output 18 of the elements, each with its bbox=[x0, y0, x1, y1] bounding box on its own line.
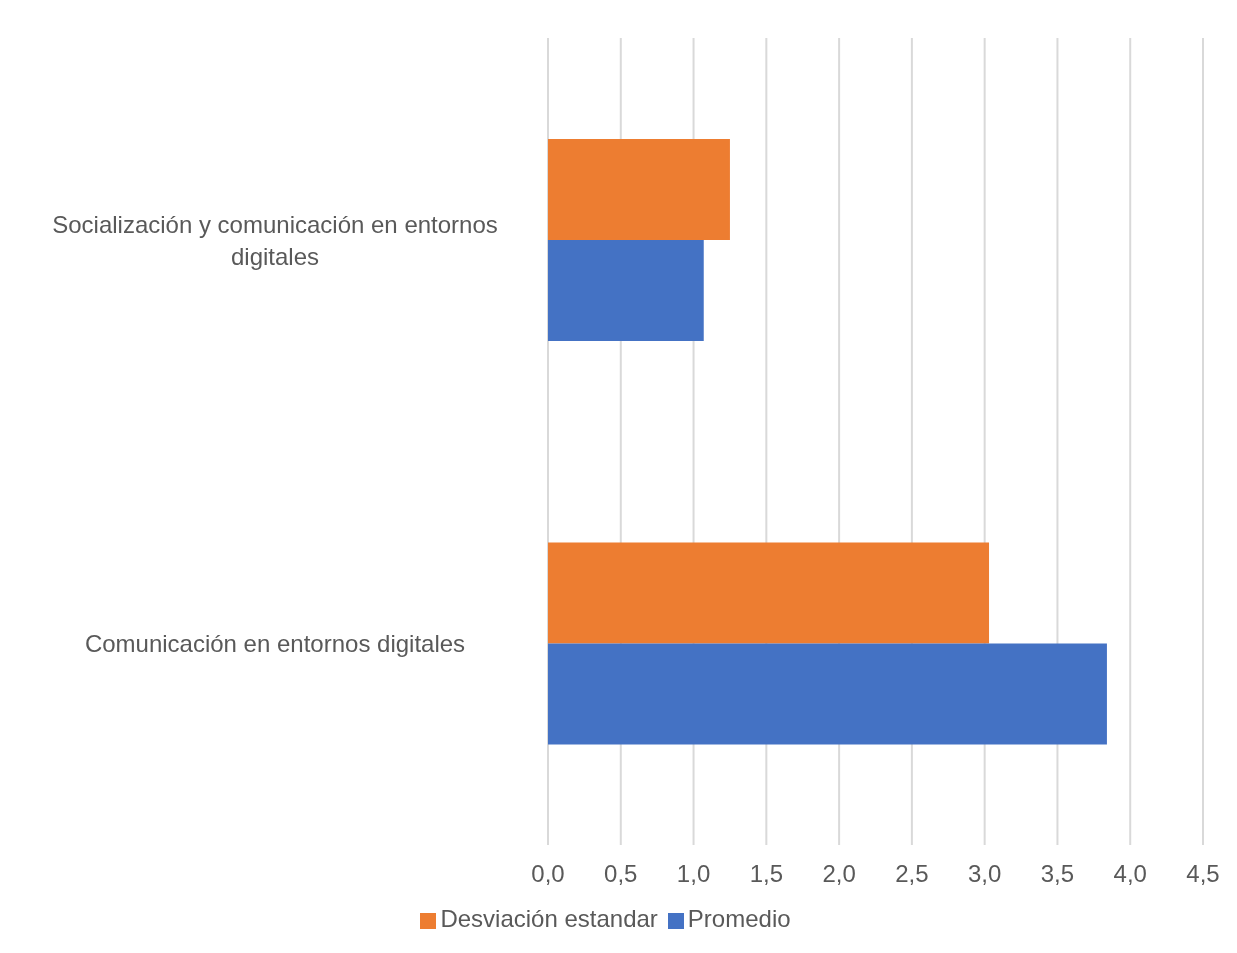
x-tick-label: 3,5 bbox=[1040, 860, 1075, 888]
bar bbox=[548, 138, 730, 240]
x-tick-label: 2,0 bbox=[822, 860, 856, 888]
x-tick-label: 3,0 bbox=[967, 860, 1002, 888]
y-tick-label: Socialización y comunicación en entornos digitales bbox=[52, 210, 498, 270]
x-tick-label: 0,0 bbox=[531, 860, 565, 888]
x-tick-label: 0,5 bbox=[604, 860, 638, 888]
x-tick-label: 4,5 bbox=[1186, 860, 1220, 888]
bar bbox=[548, 542, 990, 644]
legend-label: Promedio bbox=[687, 905, 791, 932]
bar bbox=[548, 239, 704, 341]
y-tick-label: Comunicación en entornos digitales bbox=[84, 629, 466, 657]
x-tick-label: 1,0 bbox=[676, 860, 711, 888]
x-tick-label: 1,5 bbox=[749, 860, 784, 888]
legend-label: Desviación estandar bbox=[440, 905, 658, 932]
bar bbox=[548, 643, 1107, 745]
x-tick-label: 2,5 bbox=[895, 860, 929, 888]
x-tick-label: 4,0 bbox=[1113, 860, 1147, 888]
